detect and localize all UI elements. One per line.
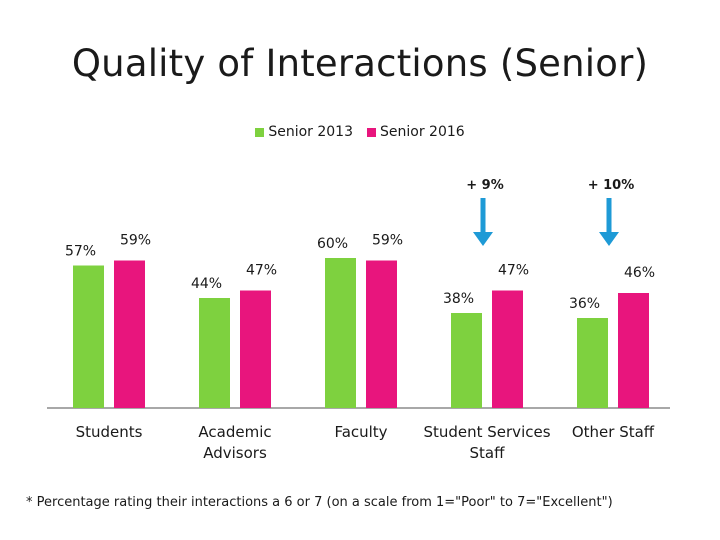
data-label-senior-2016-3: 47% (498, 263, 529, 279)
data-label-senior-2013-4: 36% (569, 296, 600, 312)
footnote: * Percentage rating their interactions a… (26, 495, 613, 510)
category-label-0-0: Students (76, 423, 143, 441)
bar-senior-2013-4 (577, 318, 608, 408)
data-label-senior-2013-2: 60% (317, 236, 348, 252)
category-label-1-1: Advisors (203, 444, 267, 462)
bar-senior-2013-3 (451, 313, 482, 408)
bar-senior-2016-3 (492, 290, 523, 408)
bar-senior-2016-2 (366, 260, 397, 408)
bar-senior-2013-2 (325, 258, 356, 408)
bar-senior-2013-1 (199, 298, 230, 408)
data-label-senior-2013-0: 57% (65, 244, 96, 260)
legend-item-2013: Senior 2013 (255, 124, 353, 140)
chart-title: Quality of Interactions (Senior) (71, 42, 649, 85)
bar-senior-2013-0 (73, 265, 104, 408)
category-label-4-0: Other Staff (572, 423, 655, 441)
data-label-senior-2013-3: 38% (443, 291, 474, 307)
bar-senior-2016-1 (240, 290, 271, 408)
category-label-2-0: Faculty (334, 423, 387, 441)
annotation-arrow-head-3 (473, 232, 493, 246)
data-label-senior-2016-0: 59% (120, 233, 151, 249)
category-label-3-0: Student Services (423, 423, 550, 441)
category-label-1-0: Academic (198, 423, 271, 441)
bar-senior-2016-4 (618, 293, 649, 408)
bar-senior-2016-0 (114, 260, 145, 408)
legend: Senior 2013 Senior 2016 (0, 124, 720, 140)
legend-label-2013: Senior 2013 (268, 124, 353, 140)
category-label-3-1: Staff (470, 444, 506, 462)
legend-swatch-2016 (367, 127, 376, 137)
legend-swatch-2013 (255, 127, 265, 137)
legend-label-2016: Senior 2016 (380, 124, 465, 140)
data-label-senior-2013-1: 44% (191, 276, 222, 292)
annotation-label-3: + 9% (466, 178, 504, 193)
annotation-label-4: + 10% (588, 178, 635, 193)
legend-item-2016: Senior 2016 (367, 124, 465, 140)
data-label-senior-2016-1: 47% (246, 263, 277, 279)
annotation-arrow-head-4 (599, 232, 619, 246)
data-label-senior-2016-4: 46% (624, 265, 655, 281)
data-label-senior-2016-2: 59% (372, 233, 403, 249)
